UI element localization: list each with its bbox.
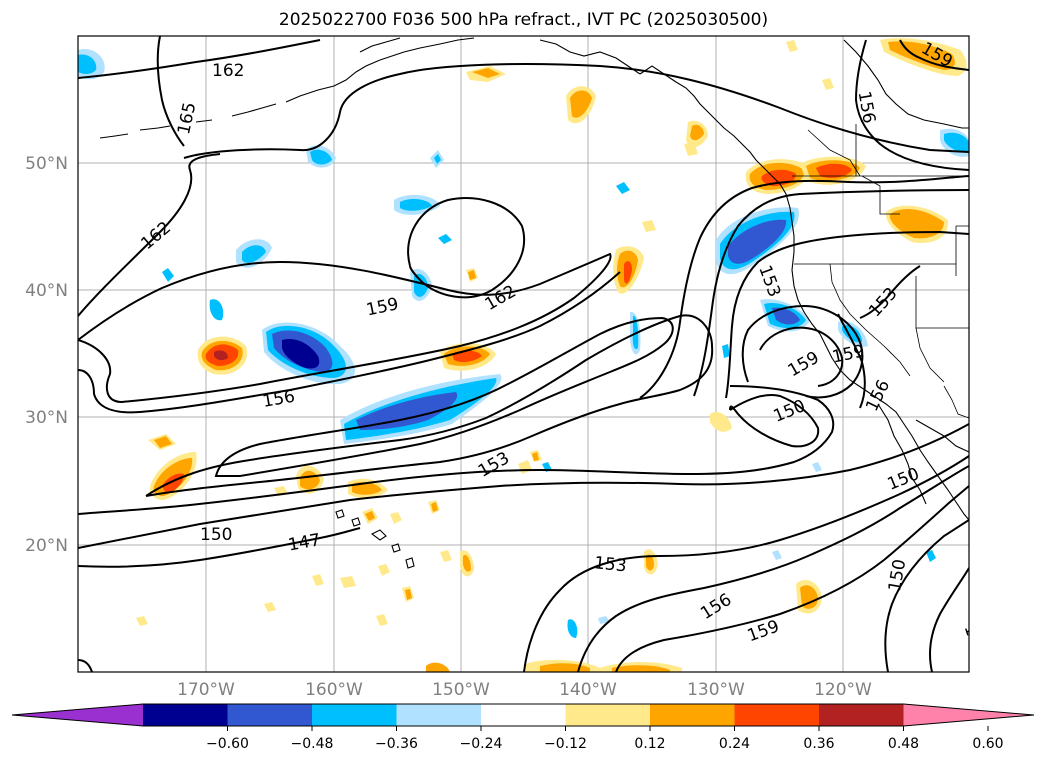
contour-label: 150 bbox=[200, 525, 232, 545]
contour-label: 147 bbox=[960, 622, 989, 659]
colorbar-tick-label: −0.24 bbox=[460, 736, 503, 752]
colorbar-tick-label: 0.12 bbox=[634, 736, 665, 752]
colorbar-segment bbox=[227, 704, 313, 726]
colorbar-tick-label: −0.36 bbox=[375, 736, 418, 752]
colorbar: −0.60 −0.48 −0.36 −0.24 −0.12 0.12 0.24 0.36 0.4… bbox=[11, 703, 1035, 752]
longitude-labels: 170°W 160°W 150°W 140°W 130°W 120°W bbox=[177, 680, 872, 700]
colorbar-tick-label: 0.36 bbox=[803, 736, 834, 752]
lon-label: 130°W bbox=[687, 680, 745, 700]
contour-label: 153 bbox=[593, 553, 627, 576]
colorbar-extend-low bbox=[12, 704, 143, 726]
lat-label: 40°N bbox=[25, 281, 68, 301]
colorbar-segment bbox=[819, 704, 904, 726]
positive-anomaly-patches bbox=[136, 38, 967, 672]
colorbar-tick-label: −0.48 bbox=[291, 736, 334, 752]
colorbar-segment bbox=[312, 704, 397, 726]
lat-label: 20°N bbox=[25, 536, 68, 556]
refractivity-contours bbox=[78, 36, 969, 672]
colorbar-segment bbox=[396, 704, 482, 726]
lon-label: 160°W bbox=[305, 680, 363, 700]
figure-title: 2025022700 F036 500 hPa refract., IVT PC… bbox=[278, 10, 769, 30]
colorbar-segment bbox=[565, 704, 651, 726]
colorbar-tick-label: 0.48 bbox=[888, 736, 919, 752]
lat-label: 30°N bbox=[25, 408, 68, 428]
colorbar-tick-label: 0.24 bbox=[719, 736, 750, 752]
coastlines bbox=[99, 37, 969, 569]
colorbar-segment bbox=[734, 704, 820, 726]
lon-label: 120°W bbox=[814, 680, 872, 700]
state-borders bbox=[792, 124, 969, 419]
colorbar-tick-label: −0.60 bbox=[206, 736, 249, 752]
lon-label: 170°W bbox=[177, 680, 235, 700]
colorbar-outline bbox=[11, 703, 1035, 727]
colorbar-extend-high bbox=[903, 704, 1034, 726]
colorbar-tick-label: −0.12 bbox=[544, 736, 587, 752]
contour-label: 162 bbox=[212, 61, 244, 81]
colorbar-segment bbox=[143, 704, 228, 726]
lon-label: 150°W bbox=[432, 680, 490, 700]
colorbar-segment bbox=[481, 704, 566, 726]
lon-label: 140°W bbox=[559, 680, 617, 700]
map-frame bbox=[77, 35, 970, 673]
lat-label: 50°N bbox=[25, 154, 68, 174]
latitude-labels: 50°N 40°N 30°N 20°N bbox=[25, 154, 68, 556]
colorbar-segment bbox=[650, 704, 735, 726]
colorbar-tick-label: 0.60 bbox=[972, 736, 1003, 752]
